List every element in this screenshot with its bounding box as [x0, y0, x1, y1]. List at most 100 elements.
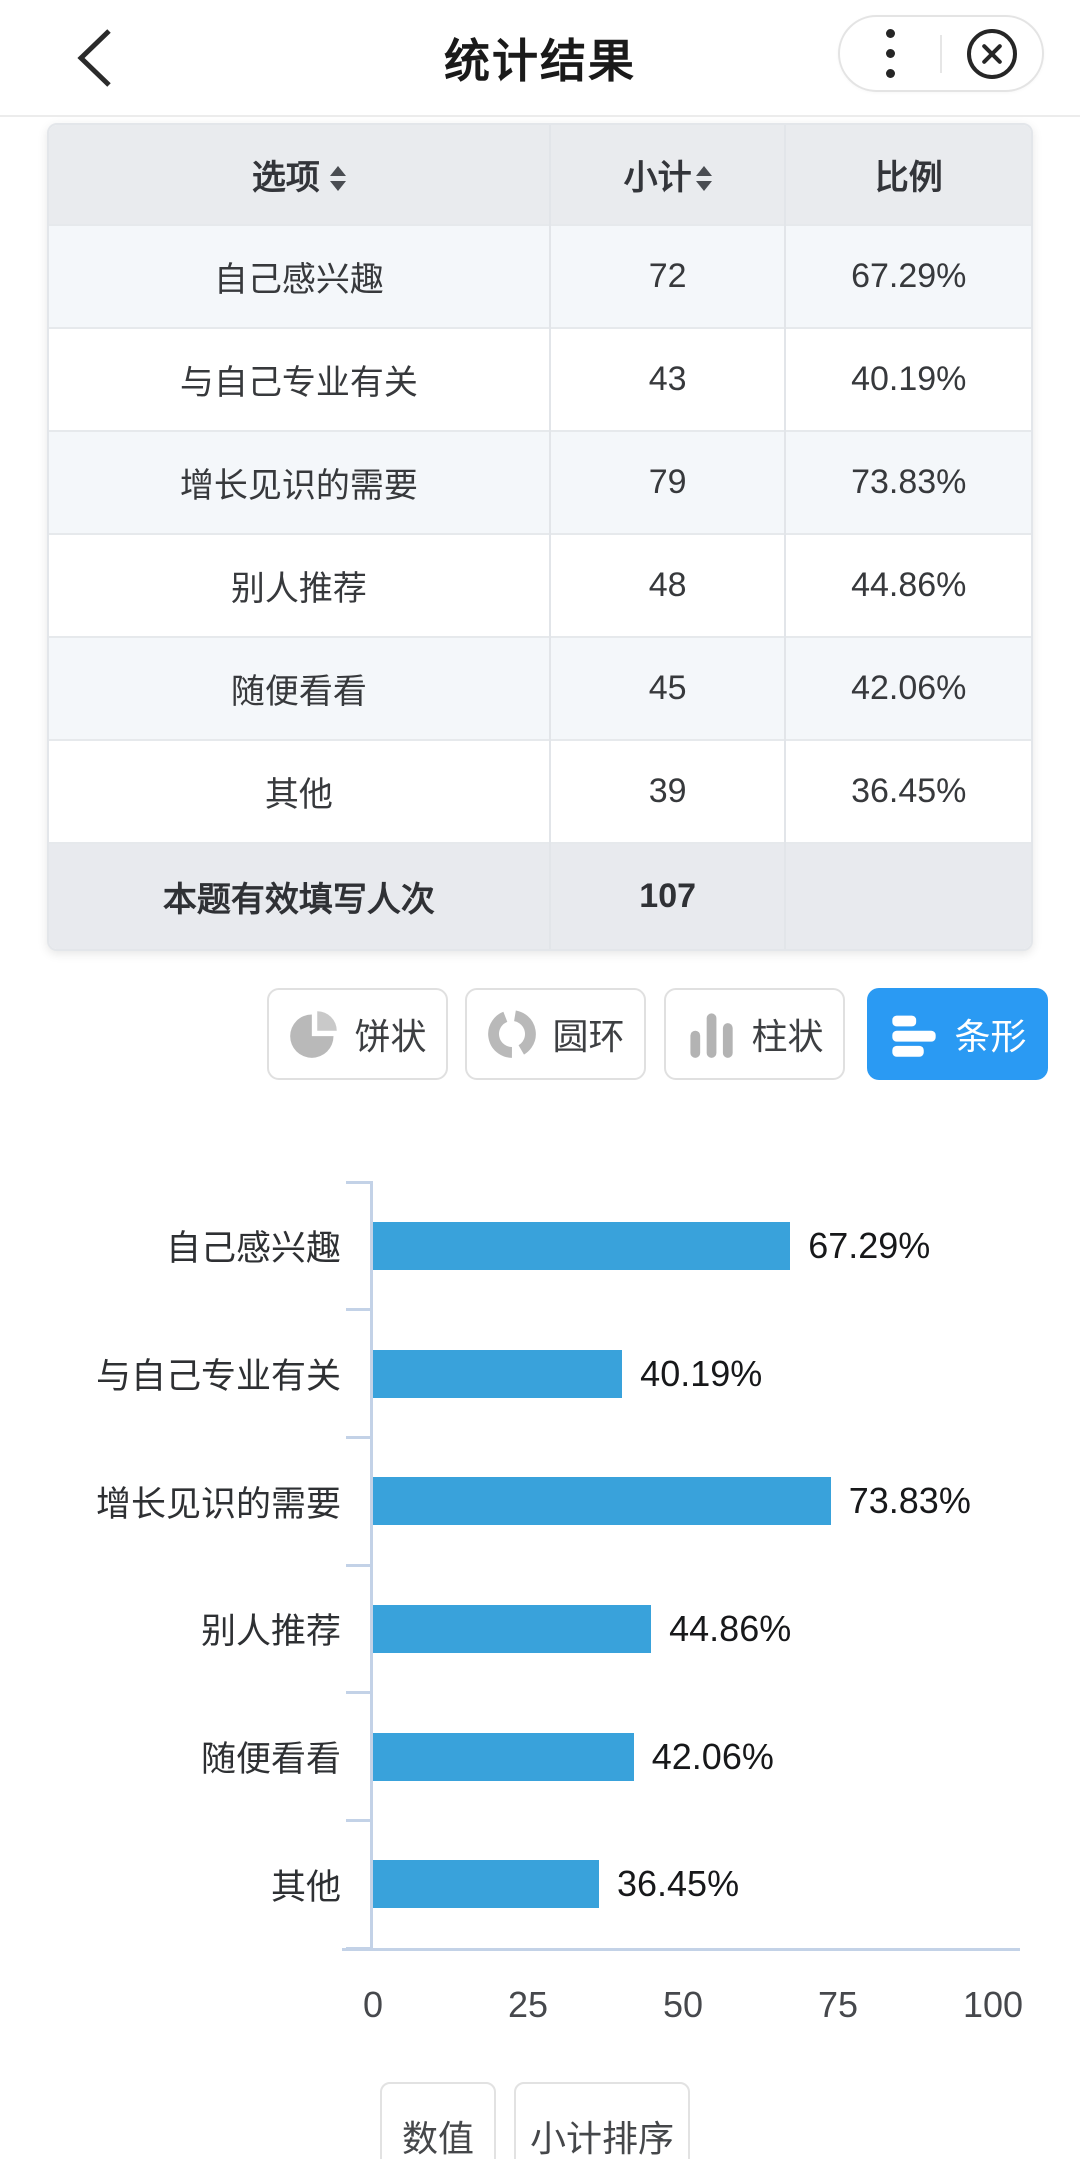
sort-icon	[695, 165, 712, 191]
chart-type-pie-button[interactable]: 饼状	[267, 988, 448, 1080]
stats-table-card: 选项 小计 比例 自己感兴趣 72 67.29% 与自己专业有关 43 40.19% 增长见…	[47, 123, 1033, 951]
table-cell: 79	[548, 430, 786, 534]
bar-value-label: 36.45%	[616, 1863, 740, 1905]
bar-value-label: 73.83%	[848, 1480, 971, 1522]
table-cell: 增长见识的需要	[49, 430, 550, 534]
table-cell: 39	[548, 739, 786, 843]
table-cell: 73.83%	[784, 430, 1031, 534]
pie-chart-icon	[290, 1011, 338, 1058]
table-cell: 随便看看	[49, 636, 550, 740]
chevron-left-icon	[77, 29, 111, 87]
column-header-label: 比例	[874, 159, 943, 197]
chart-type-column-button[interactable]: 柱状	[664, 988, 845, 1080]
table-cell: 44.86%	[784, 533, 1031, 637]
x-axis-tick-label: 100	[962, 1984, 1024, 2025]
category-label: 增长见识的需要	[95, 1484, 341, 1524]
column-header-label: 小计	[623, 159, 692, 197]
donut-chart-icon	[488, 1010, 537, 1058]
column-header-subtotal[interactable]: 小计	[548, 125, 786, 225]
chart-type-label: 圆环	[552, 1016, 625, 1057]
table-cell: 40.19%	[784, 327, 1031, 431]
y-axis-line	[370, 1182, 373, 1951]
chart-type-label: 柱状	[751, 1016, 824, 1057]
table-body: 自己感兴趣 72 67.29% 与自己专业有关 43 40.19% 增长见识的需要 79 73.…	[49, 224, 1031, 843]
circled-x-icon	[967, 28, 1017, 79]
y-axis-tick	[346, 1818, 373, 1822]
sort-by-subtotal-button[interactable]: 小计排序	[514, 2082, 690, 2159]
table-row: 别人推荐 48 44.86%	[49, 533, 1031, 637]
sort-icon	[329, 165, 346, 191]
miniprogram-capsule	[838, 15, 1044, 92]
barh-chart-icon	[892, 1015, 937, 1057]
valid-respondents-label: 本题有效填写人次	[49, 842, 550, 949]
table-row: 其他 39 36.45%	[49, 739, 1031, 843]
chart-type-barh-button[interactable]: 条形	[867, 988, 1048, 1080]
table-cell: 自己感兴趣	[49, 224, 550, 328]
bar-别人推荐[interactable]	[373, 1604, 652, 1653]
table-row: 自己感兴趣 72 67.29%	[49, 224, 1031, 328]
bar-chart: 67.29% 自己感兴趣 40.19% 与自己专业有关 73.83% 增长见识的需要 44.…	[0, 1180, 1080, 2082]
bar-value-label: 40.19%	[640, 1352, 763, 1394]
table-header-row: 选项 小计 比例	[49, 125, 1031, 225]
table-row: 与自己专业有关 43 40.19%	[49, 327, 1031, 431]
y-axis-tick	[346, 1308, 373, 1312]
y-axis-tick	[346, 1946, 373, 1950]
close-button[interactable]	[942, 17, 1042, 90]
x-axis-tick-label: 25	[507, 1984, 549, 2025]
app-header: 统计结果	[0, 0, 1080, 117]
x-axis-tick-label: 0	[362, 1984, 384, 2025]
table-cell: 43	[548, 327, 786, 431]
category-label: 自己感兴趣	[165, 1229, 341, 1269]
column-header-label: 选项	[251, 159, 320, 197]
table-cell: 其他	[49, 739, 550, 843]
table-cell: 与自己专业有关	[49, 327, 550, 431]
column-header-ratio: 比例	[784, 125, 1031, 225]
table-row: 增长见识的需要 79 73.83%	[49, 430, 1031, 534]
bar-value-label: 44.86%	[669, 1607, 792, 1649]
category-label: 与自己专业有关	[95, 1356, 341, 1396]
table-cell: 36.45%	[784, 739, 1031, 843]
bar-value-label: 67.29%	[808, 1224, 931, 1266]
table-cell: 42.06%	[784, 636, 1031, 740]
y-axis-tick	[346, 1563, 373, 1567]
more-menu-button[interactable]	[840, 17, 940, 90]
bar-chart-plot: 67.29% 自己感兴趣 40.19% 与自己专业有关 73.83% 增长见识的需要 44.…	[96, 1180, 1023, 2025]
y-axis-tick	[346, 1180, 373, 1184]
empty-cell	[784, 842, 1031, 949]
bar-其他[interactable]	[373, 1860, 599, 1909]
table-cell: 别人推荐	[49, 533, 550, 637]
table-footer-row: 本题有效填写人次 107	[49, 842, 1031, 949]
chart-type-donut-button[interactable]: 圆环	[465, 988, 646, 1080]
category-label: 其他	[270, 1867, 341, 1907]
page-title: 统计结果	[444, 34, 636, 87]
bar-增长见识的需要[interactable]	[373, 1477, 831, 1526]
capsule-divider	[940, 34, 942, 73]
x-axis-line	[342, 1948, 1020, 1951]
y-axis-tick	[346, 1435, 373, 1439]
chart-type-selector: 饼状 圆环 柱状 条形	[0, 988, 1080, 1080]
table-cell: 48	[548, 533, 786, 637]
category-label: 别人推荐	[200, 1612, 341, 1652]
chart-type-label: 条形	[954, 1016, 1027, 1057]
bar-value-label: 42.06%	[651, 1735, 774, 1777]
stats-table: 选项 小计 比例 自己感兴趣 72 67.29% 与自己专业有关 43 40.19% 增长见…	[49, 125, 1031, 949]
x-axis-tick-label: 75	[817, 1984, 859, 2025]
show-values-button[interactable]: 数值	[380, 2082, 496, 2159]
bar-自己感兴趣[interactable]	[373, 1221, 791, 1270]
table-row: 随便看看 45 42.06%	[49, 636, 1031, 740]
table-cell: 72	[548, 224, 786, 328]
category-label: 随便看看	[200, 1739, 341, 1779]
column-chart-icon	[690, 1013, 734, 1058]
y-axis-tick	[346, 1691, 373, 1695]
vertical-ellipsis-icon	[885, 29, 895, 78]
bar-与自己专业有关[interactable]	[373, 1349, 623, 1398]
table-cell: 45	[548, 636, 786, 740]
back-button[interactable]	[62, 24, 126, 92]
column-header-option[interactable]: 选项	[49, 125, 550, 225]
valid-respondents-value: 107	[548, 842, 786, 949]
chart-type-label: 饼状	[354, 1016, 427, 1057]
bar-随便看看[interactable]	[373, 1732, 634, 1781]
table-cell: 67.29%	[784, 224, 1031, 328]
x-axis-tick-label: 50	[662, 1984, 704, 2025]
